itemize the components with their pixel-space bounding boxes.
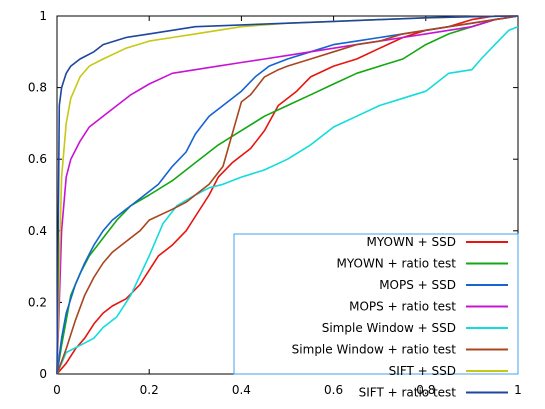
legend-label: SIFT + SSD [389,364,456,378]
series-line-5 [56,25,519,375]
y-tick-label: 0.4 [28,224,47,238]
x-tick-label: 0.4 [232,383,251,397]
y-tick-label: 0.6 [28,152,47,166]
y-tick-label: 1 [39,9,47,23]
series-line-6 [56,15,519,375]
x-tick-label: 1 [514,383,522,397]
series-line-4 [56,15,519,375]
series-lines [56,15,519,375]
legend-label: MYOWN + ratio test [336,257,456,271]
x-tick-label: 0.2 [140,383,159,397]
series-line-1 [56,15,518,375]
legend-label: MOPS + SSD [379,278,456,292]
axis-ticks: 0 0.2 0.4 0.6 0.8 1 0 0.2 0.4 0.6 0.8 1 [28,9,522,397]
legend-box [233,233,519,375]
legend-label: MOPS + ratio test [349,300,456,314]
legend-label: MYOWN + SSD [367,235,456,249]
legend-label: Simple Window + SSD [322,321,456,335]
y-tick-label: 0.8 [28,81,47,95]
y-tick-label: 0.2 [28,295,47,309]
legend: MYOWN + SSD MYOWN + ratio test MOPS + SSD M… [233,233,519,400]
legend-label: Simple Window + ratio test [292,343,457,357]
x-tick-label: 0 [53,383,61,397]
legend-label: SIFT + ratio test [359,386,457,400]
x-tick-label: 0.8 [416,383,435,397]
series-line-8 [56,15,519,375]
y-tick-label: 0 [39,367,47,381]
x-tick-label: 0.6 [324,383,343,397]
